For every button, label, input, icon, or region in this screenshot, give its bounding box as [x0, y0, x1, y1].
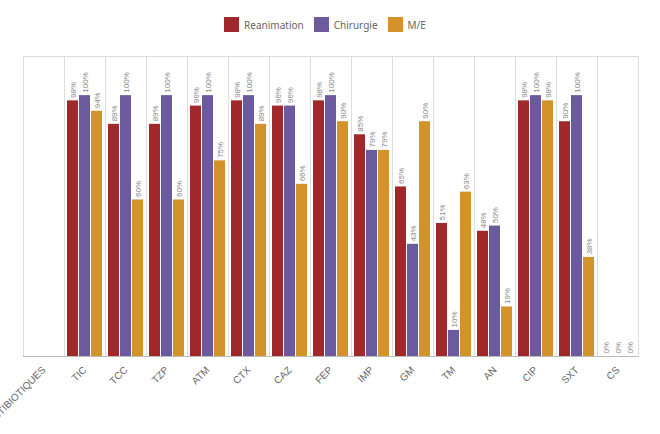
svg-text:98%: 98%: [544, 82, 553, 98]
svg-text:0%: 0%: [614, 342, 623, 354]
svg-text:90%: 90%: [339, 103, 348, 119]
svg-text:100%: 100%: [245, 72, 254, 92]
svg-text:CAZ: CAZ: [272, 364, 294, 386]
svg-text:19%: 19%: [503, 288, 512, 304]
svg-text:100%: 100%: [327, 72, 336, 92]
svg-text:89%: 89%: [257, 105, 266, 121]
svg-text:100%: 100%: [532, 72, 541, 92]
svg-text:SXT: SXT: [559, 364, 581, 386]
svg-text:CS: CS: [604, 364, 622, 382]
svg-text:50%: 50%: [491, 207, 500, 223]
svg-text:TIC: TIC: [70, 364, 89, 383]
svg-text:IMP: IMP: [355, 364, 376, 385]
svg-text:FEP: FEP: [313, 364, 335, 386]
svg-text:CIP: CIP: [520, 364, 540, 384]
svg-text:51%: 51%: [438, 204, 447, 220]
svg-text:98%: 98%: [520, 82, 529, 98]
svg-text:89%: 89%: [110, 105, 119, 121]
svg-text:75%: 75%: [216, 142, 225, 158]
html-text:M/E: M/E: [407, 17, 426, 32]
svg-text:66%: 66%: [298, 165, 307, 181]
svg-text:79%: 79%: [380, 131, 389, 147]
svg-text:AN: AN: [481, 364, 499, 382]
svg-text:96%: 96%: [192, 87, 201, 103]
html-text:Reanimation: Reanimation: [244, 17, 304, 32]
svg-text:89%: 89%: [151, 105, 160, 121]
svg-text:60%: 60%: [134, 181, 143, 197]
svg-text:98%: 98%: [233, 82, 242, 98]
svg-text:TM: TM: [440, 364, 458, 382]
svg-text:100%: 100%: [163, 72, 172, 92]
svg-text:ANTIBIOTIQUES: ANTIBIOTIQUES: [0, 364, 48, 426]
svg-text:0%: 0%: [602, 342, 611, 354]
svg-text:38%: 38%: [585, 238, 594, 254]
svg-text:100%: 100%: [122, 72, 131, 92]
svg-text:90%: 90%: [561, 103, 570, 119]
svg-text:10%: 10%: [450, 311, 459, 327]
svg-text:100%: 100%: [204, 72, 213, 92]
svg-text:ATM: ATM: [189, 364, 211, 386]
svg-text:100%: 100%: [81, 72, 90, 92]
svg-text:48%: 48%: [479, 212, 488, 228]
svg-text:85%: 85%: [356, 116, 365, 132]
svg-text:TCC: TCC: [107, 364, 129, 386]
svg-text:GM: GM: [398, 364, 417, 383]
svg-text:CTX: CTX: [231, 364, 253, 386]
svg-text:60%: 60%: [175, 181, 184, 197]
svg-text:63%: 63%: [462, 173, 471, 189]
svg-text:65%: 65%: [397, 168, 406, 184]
svg-text:98%: 98%: [315, 82, 324, 98]
svg-text:96%: 96%: [274, 87, 283, 103]
svg-text:96%: 96%: [286, 87, 295, 103]
svg-text:79%: 79%: [368, 131, 377, 147]
svg-text:0%: 0%: [626, 342, 635, 354]
svg-text:100%: 100%: [573, 72, 582, 92]
svg-text:90%: 90%: [421, 103, 430, 119]
html-text:Chirurgie: Chirurgie: [333, 17, 378, 32]
svg-text:TZP: TZP: [150, 364, 171, 385]
svg-text:43%: 43%: [409, 225, 418, 241]
svg-text:94%: 94%: [93, 92, 102, 108]
svg-text:98%: 98%: [69, 82, 78, 98]
